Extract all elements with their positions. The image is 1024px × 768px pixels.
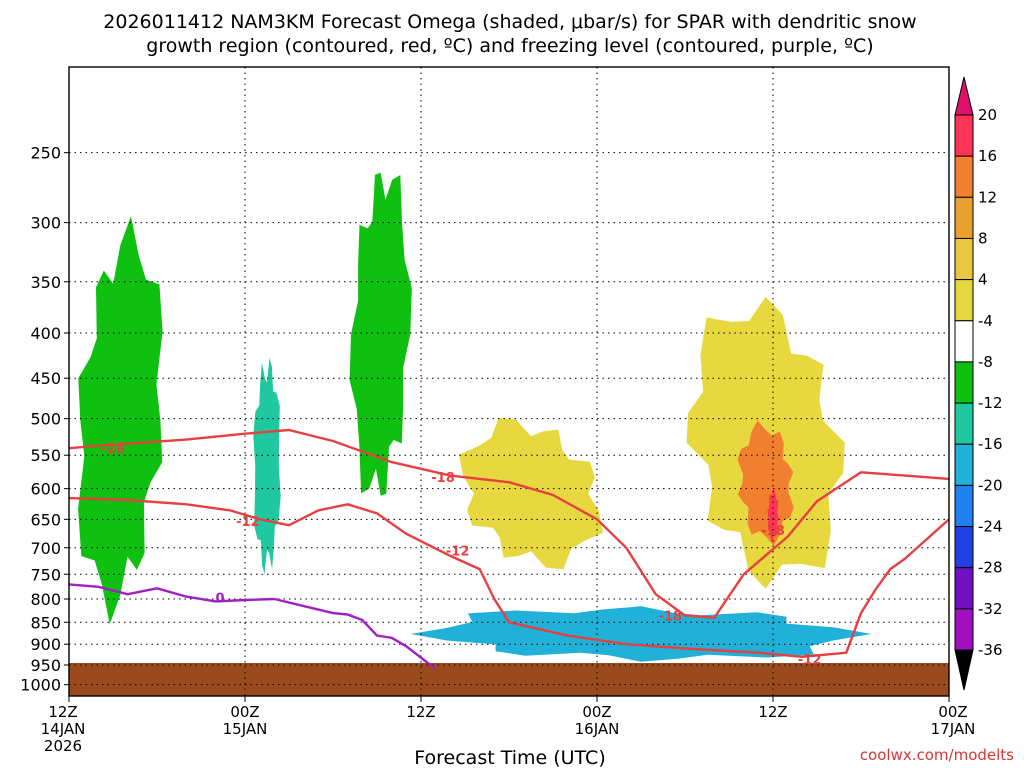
x-tick-label-0-2: 14JAN	[41, 720, 86, 738]
plot-frame	[68, 66, 950, 697]
colorbar-label-2: 12	[978, 188, 997, 206]
contour-label-dgz-minus18-1: -18	[431, 471, 455, 486]
y-tick-label-750: 750	[30, 565, 61, 584]
x-tick-label-0-1: 12Z	[48, 703, 77, 721]
y-tick-label-800: 800	[30, 590, 61, 609]
colorbar-swatch-4	[954, 279, 974, 322]
temperature-contours: -18 -18 -18 -18 -12 -12 -12 0	[69, 428, 949, 670]
contour-freezing-level	[69, 583, 437, 670]
y-tick-label-250: 250	[30, 144, 61, 163]
y-tick-label-600: 600	[30, 480, 61, 499]
colorbar-bottom-arrow	[954, 649, 974, 691]
omega-region-ascent-teal-column	[253, 357, 281, 574]
y-tick-label-950: 950	[30, 656, 61, 675]
colorbar-swatch-9	[954, 484, 974, 528]
y-tick-label-1000: 1000	[20, 676, 61, 695]
chart-title-line1: 2026011412 NAM3KM Forecast Omega (shaded…	[103, 11, 916, 33]
colorbar-label-10: -24	[978, 518, 1003, 536]
x-tick-label-1-2: 15JAN	[223, 720, 268, 738]
x-axis-label: Forecast Time (UTC)	[414, 747, 605, 768]
colorbar-label-1: 16	[978, 147, 997, 165]
contour-label-dgz-minus18-0: -18	[101, 442, 125, 457]
y-tick-label-850: 850	[30, 613, 61, 632]
colorbar-label-4: 4	[978, 271, 988, 289]
contour-label-dgz-minus12-0: -12	[236, 515, 260, 530]
y-tick-label-700: 700	[30, 539, 61, 558]
colorbar-label-5: -4	[978, 312, 993, 330]
colorbar-label-7: -12	[978, 394, 1003, 412]
contour-label-dgz-minus12-2: -12	[798, 653, 822, 668]
x-tick-label-1-1: 00Z	[230, 703, 259, 721]
x-tick-label-2-1: 12Z	[406, 703, 435, 721]
shaded-omega-field	[78, 172, 872, 662]
contour-dgz-minus12	[69, 496, 949, 658]
ground-below-surface	[69, 663, 949, 696]
colorbar-label-3: 8	[978, 229, 988, 247]
x-tick-label-3-1: 00Z	[582, 703, 611, 721]
x-tick-label-3-2: 16JAN	[575, 720, 620, 738]
omega-region-descent-red-max	[767, 489, 779, 542]
x-tick-label-5-2: 17JAN	[931, 720, 976, 738]
x-tick-label-4-1: 12Z	[758, 703, 787, 721]
pressure-axis: 250 300 350 400 450 500 550 600 650 700 750 800 850 9…	[20, 144, 69, 695]
contour-label-freezing-level-0: 0	[216, 592, 225, 607]
contour-label-dgz-minus18-2: -18	[659, 609, 683, 624]
y-tick-label-300: 300	[30, 214, 61, 233]
colorbar-swatch-3	[954, 237, 974, 281]
colorbar-swatch-6	[954, 361, 974, 404]
y-tick-label-500: 500	[30, 410, 61, 429]
contour-label-dgz-minus12-1: -12	[446, 545, 470, 560]
colorbar-swatch-1	[954, 155, 974, 198]
colorbar-label-13: -36	[978, 641, 1003, 659]
omega-region-descent-orange-core	[737, 420, 794, 546]
omega-region-ascent-green-center	[349, 172, 412, 496]
y-tick-label-350: 350	[30, 273, 61, 292]
colorbar-swatch-5	[954, 320, 974, 363]
y-tick-label-400: 400	[30, 324, 61, 343]
colorbar-swatch-2	[954, 196, 974, 239]
credit-link[interactable]: coolwx.com/modelts	[860, 746, 1014, 764]
colorbar-swatch-7	[954, 402, 974, 445]
omega-region-descent-yellow-midday16	[459, 418, 603, 570]
colorbar-label-8: -16	[978, 435, 1003, 453]
pressure-gridlines	[69, 67, 949, 696]
omega-region-ascent-lowlevel-band	[410, 606, 872, 662]
colorbar-label-11: -28	[978, 559, 1003, 577]
colorbar-swatch-10	[954, 526, 974, 569]
contour-dgz-minus18	[69, 428, 949, 619]
colorbar-label-0: 20	[978, 106, 997, 124]
colorbar-swatch-8	[954, 443, 974, 486]
x-tick-label-5-1: 00Z	[938, 703, 967, 721]
colorbar-label-6: -8	[978, 353, 993, 371]
y-tick-label-550: 550	[30, 446, 61, 465]
colorbar-swatch-11	[954, 567, 974, 610]
colorbar-swatch-0	[954, 114, 974, 157]
omega-region-ascent-green-west	[78, 216, 163, 625]
y-tick-label-450: 450	[30, 369, 61, 388]
contour-label-dgz-minus18-3: -18	[761, 524, 785, 539]
colorbar-top-arrow	[954, 76, 974, 116]
colorbar-swatch-12	[954, 608, 974, 651]
y-tick-label-650: 650	[30, 510, 61, 529]
x-tick-label-0-3: 2026	[44, 737, 82, 755]
omega-colorbar: 20 16 12 8 4 -4 -8 -12 -16 -20 -24 -28 -32 -36	[954, 76, 1003, 691]
colorbar-label-12: -32	[978, 600, 1003, 618]
chart-title-line2: growth region (contoured, red, ºC) and f…	[146, 35, 873, 57]
colorbar-label-9: -20	[978, 476, 1003, 494]
y-tick-label-900: 900	[30, 635, 61, 654]
